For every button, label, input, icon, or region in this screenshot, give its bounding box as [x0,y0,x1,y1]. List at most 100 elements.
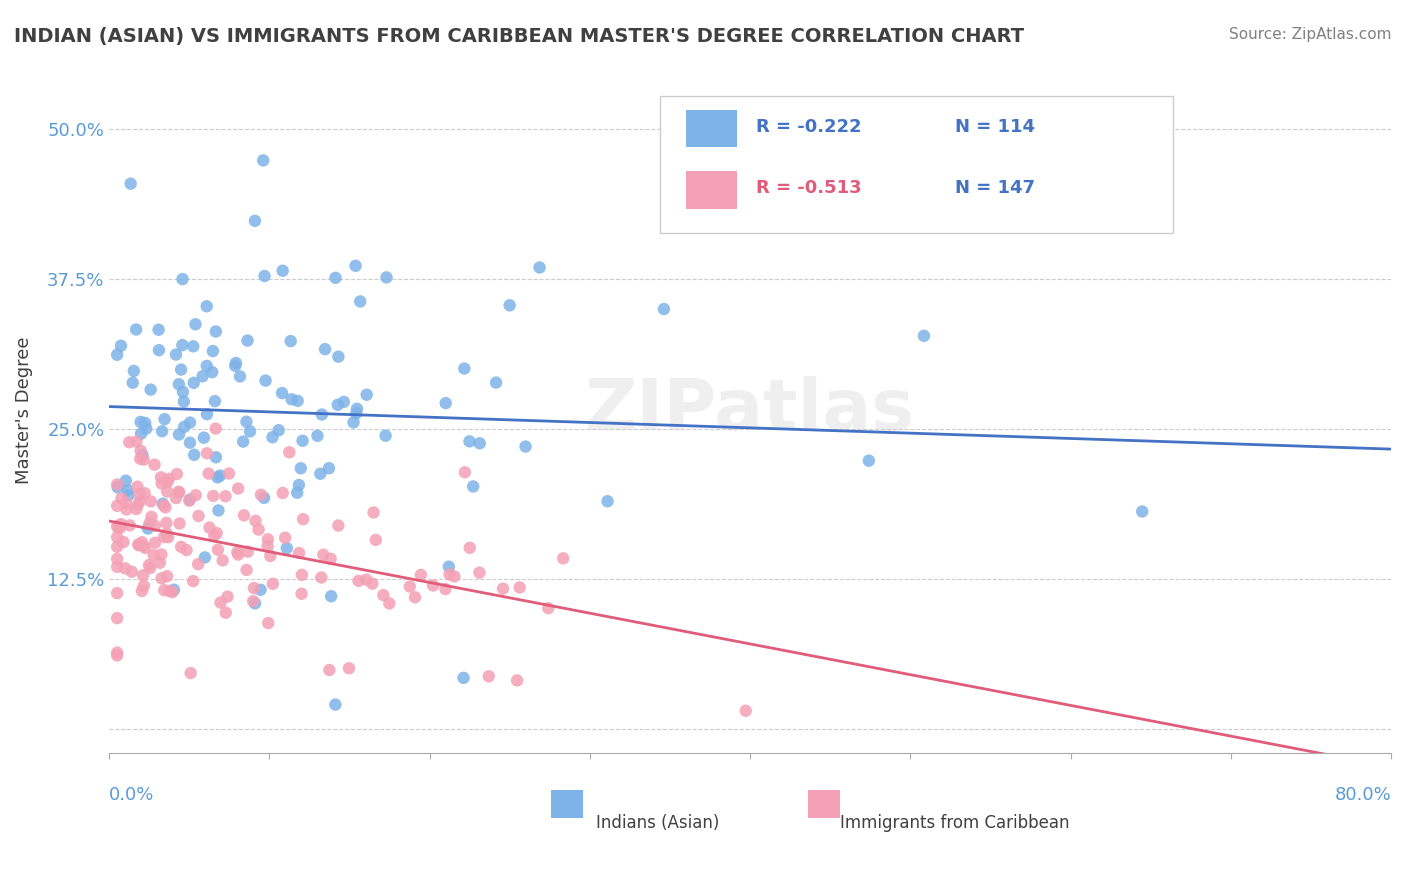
Point [274,531,297,545]
Point [121,376,143,390]
Point [226,548,249,562]
Point [105,552,128,566]
Point [153,412,176,426]
Point [152,497,174,511]
Point [191,369,214,384]
Point [346,401,368,416]
Point [172,272,194,286]
Point [225,356,247,370]
Point [314,342,336,356]
Point [253,268,276,283]
Point [195,407,218,421]
Point [148,343,170,358]
Point [167,485,190,500]
Point [318,663,340,677]
Point [129,415,152,429]
Point [187,508,209,523]
Point [247,523,270,537]
Point [170,540,193,554]
Point [204,394,226,409]
Point [121,565,143,579]
Point [114,474,136,488]
Point [129,494,152,508]
Point [112,535,135,549]
Point [326,398,349,412]
Point [136,522,159,536]
Text: ZIPatlas: ZIPatlas [585,376,915,445]
Point [153,583,176,598]
Point [454,465,477,479]
Point [333,395,356,409]
Point [143,535,166,549]
Point [553,551,575,566]
Point [537,601,560,615]
Text: N = 114: N = 114 [955,118,1035,136]
Point [285,485,308,500]
Point [172,384,194,399]
Point [354,573,377,587]
Point [184,318,207,332]
Point [207,503,229,517]
Point [375,270,398,285]
Point [195,446,218,460]
Point [110,520,132,534]
Point [344,259,367,273]
Point [218,467,240,481]
Point [128,538,150,552]
Point [262,576,284,591]
Point [179,493,201,508]
Point [117,488,139,502]
Point [439,567,461,582]
Text: Immigrants from Caribbean: Immigrants from Caribbean [839,814,1070,832]
Point [118,435,141,450]
Point [292,512,315,526]
Point [179,492,201,507]
Point [156,569,179,583]
Point [167,377,190,392]
Point [149,470,172,484]
Point [291,434,314,448]
Point [152,499,174,513]
Point [205,526,228,541]
Point [288,478,311,492]
Point [249,582,271,597]
Point [398,580,420,594]
Point [173,394,195,409]
Point [243,596,266,610]
Point [142,548,165,562]
Text: 0.0%: 0.0% [110,786,155,805]
Point [453,671,475,685]
Point [105,530,128,544]
Point [207,470,229,484]
Point [128,487,150,501]
Point [509,581,531,595]
Point [363,506,385,520]
FancyBboxPatch shape [661,95,1173,233]
Point [209,468,232,483]
Point [311,408,333,422]
Point [118,518,141,533]
Point [288,546,311,560]
Point [132,452,155,467]
Text: N = 147: N = 147 [955,179,1035,197]
Point [105,646,128,660]
Point [214,489,236,503]
Text: Source: ZipAtlas.com: Source: ZipAtlas.com [1229,27,1392,42]
Point [155,500,177,515]
Point [287,393,309,408]
Point [232,434,254,449]
Point [132,568,155,582]
Point [478,669,501,683]
Point [131,583,153,598]
Point [125,322,148,336]
Point [163,582,186,597]
Y-axis label: Master's Degree: Master's Degree [15,337,32,484]
Point [139,494,162,508]
Point [150,548,173,562]
Point [201,365,224,379]
Point [156,484,179,499]
Point [114,561,136,575]
Point [211,553,233,567]
Point [129,451,152,466]
Point [734,704,756,718]
